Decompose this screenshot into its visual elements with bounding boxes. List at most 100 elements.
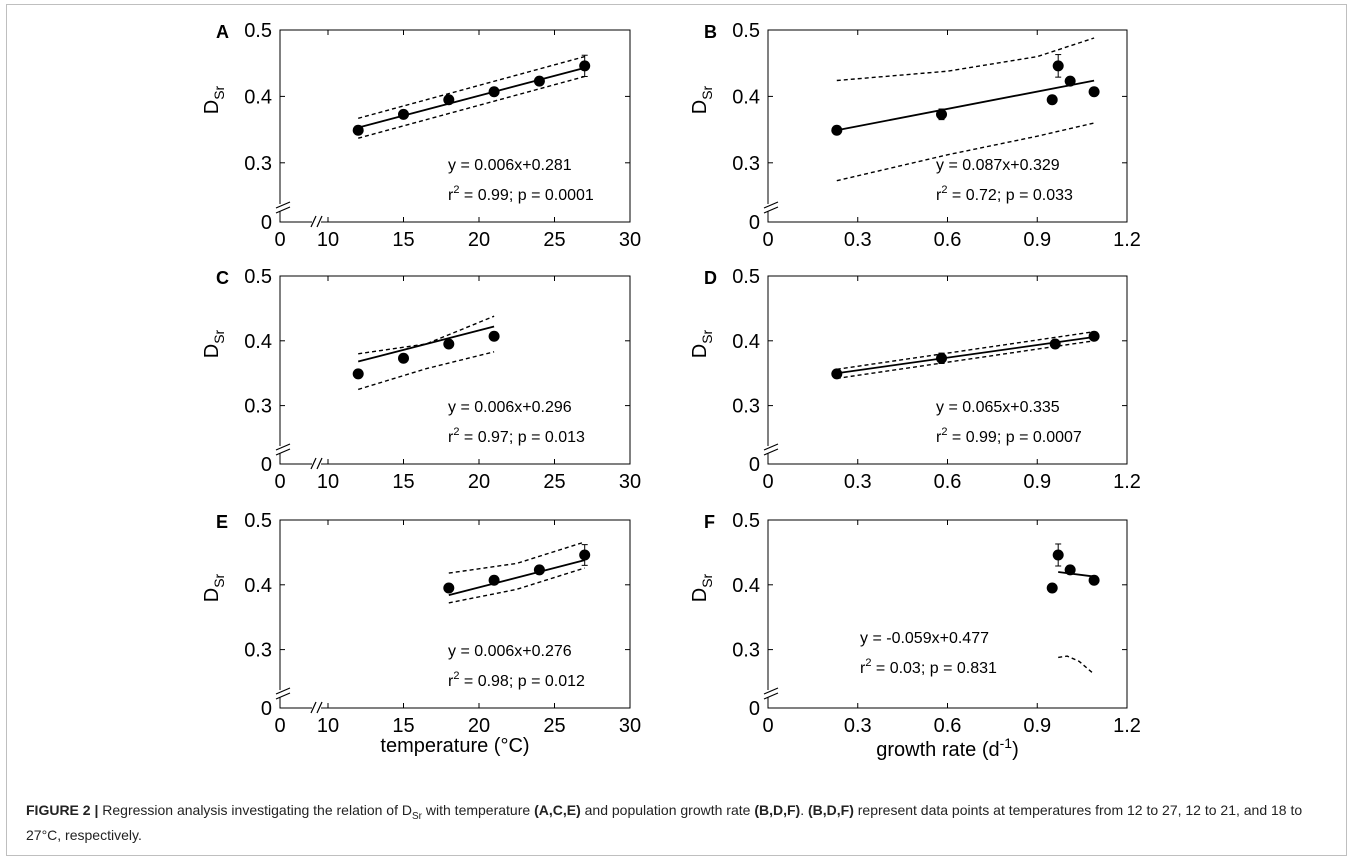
y-tick-label: 0 (261, 698, 272, 720)
x-tick-label: 0.6 (934, 715, 962, 737)
y-axis-label: DSr (689, 85, 715, 114)
r2-text-part: = 0.98; p = 0.012 (459, 673, 585, 690)
x-tick-label: 30 (619, 229, 641, 251)
y-axis-label: DSr (201, 573, 227, 602)
data-point (1046, 94, 1058, 106)
y-break-gap (765, 204, 777, 211)
data-point (398, 352, 409, 364)
r2-text-part: = 0.03; p = 0.831 (871, 660, 997, 677)
x-tick-label: 0.3 (844, 471, 872, 493)
y-axis-label-sub: Sr (699, 573, 715, 587)
r2-text-part: r (936, 187, 942, 204)
y-axis-label-sub: Sr (699, 85, 715, 99)
y-tick-label: 0.4 (732, 86, 760, 108)
y-axis-label-sub: Sr (211, 329, 227, 343)
y-tick-label: 0.4 (732, 331, 760, 353)
r2-text-part: = 0.99; p = 0.0001 (459, 187, 593, 204)
ci-lower-line (358, 75, 585, 139)
data-point (936, 352, 948, 364)
x-tick-label: 0 (274, 229, 285, 251)
regression-line (448, 559, 585, 597)
y-break-mark (275, 206, 291, 214)
x-axis-label-growth-part: growth rate (d (876, 739, 999, 761)
y-tick-label: 0 (261, 212, 272, 234)
y-tick-label: 0 (749, 454, 760, 476)
data-point (443, 582, 455, 594)
caption-segment: . (800, 802, 808, 818)
caption-label: FIGURE 2 | (26, 802, 99, 818)
x-tick-label: 15 (392, 471, 414, 493)
panel-label: D (704, 268, 717, 288)
data-point (1088, 86, 1100, 98)
panel-label: C (216, 268, 229, 288)
x-tick-label: 0.6 (934, 229, 962, 251)
x-axis-label-temperature: temperature (°C) (380, 735, 529, 757)
data-point (831, 368, 843, 380)
y-tick-label: 0.5 (732, 20, 760, 42)
x-tick-label: 30 (619, 471, 641, 493)
ci-upper-line (836, 331, 1095, 370)
y-tick-label: 0 (749, 698, 760, 720)
r2-text-part: = 0.97; p = 0.013 (459, 429, 585, 446)
r2-text-part: r (448, 187, 454, 204)
y-axis-label: DSr (201, 85, 227, 114)
panel-f: 0 0.3 0.4 0.5 0 0.3 0.6 0.9 1.2 F DSr y = -0.059x+0… (689, 510, 1141, 737)
ci-upper-line (448, 541, 585, 574)
equation-text: y = 0.006x+0.281 (448, 157, 572, 174)
x-tick-label: 0.9 (1023, 229, 1051, 251)
data-point (579, 60, 591, 72)
figure-caption: FIGURE 2 | Regression analysis investiga… (26, 801, 1326, 845)
regression-line (1058, 571, 1095, 578)
x-tick-label: 0.3 (844, 229, 872, 251)
data-point (1052, 549, 1064, 561)
panel-c: 0 0.3 0.4 0.5 0 10 15 20 25 30 C DSr y = 0.006x+0.29… (201, 266, 641, 493)
caption-segment: (B,D,F) (807, 802, 854, 818)
data-point (936, 108, 948, 120)
ci-upper-line (358, 315, 495, 355)
y-break-mark (275, 448, 291, 456)
regression-line (357, 66, 585, 129)
r2-text-part: = 0.99; p = 0.0007 (947, 429, 1081, 446)
data-point (579, 549, 591, 561)
x-break-mark (310, 215, 317, 228)
panel-b: 0 0.3 0.4 0.5 0 0.3 0.6 0.9 1.2 B DSr y = 0.087x+0.… (689, 20, 1141, 251)
caption-segment: (A,C,E) (534, 802, 581, 818)
y-break-gap (277, 446, 289, 453)
caption-segment: Sr (412, 810, 422, 822)
x-tick-label: 20 (468, 229, 490, 251)
panel-label: B (704, 22, 717, 42)
y-tick-label: 0.5 (732, 266, 760, 288)
r2-text: r2 = 0.97; p = 0.013 (448, 426, 585, 446)
x-break-mark (316, 215, 323, 228)
y-axis-label: DSr (201, 329, 227, 358)
x-tick-label: 1.2 (1113, 715, 1141, 737)
y-axis-label-sub: Sr (699, 329, 715, 343)
y-axis-label-main: D (201, 100, 223, 114)
y-break-gap (765, 446, 777, 453)
data-point (1088, 330, 1100, 342)
r2-text-part: r (448, 673, 454, 690)
caption-body: Regression analysis investigating the re… (26, 802, 1302, 843)
ci-upper-line (358, 55, 585, 119)
x-tick-label: 0.3 (844, 715, 872, 737)
data-point (1064, 564, 1076, 576)
r2-text-part: = 0.72; p = 0.033 (947, 187, 1073, 204)
panel-label: A (216, 22, 229, 42)
x-break-gap (312, 219, 321, 226)
y-tick-label: 0.4 (732, 575, 760, 597)
data-point (533, 564, 545, 576)
y-axis-label: DSr (689, 329, 715, 358)
y-axis-label-main: D (201, 344, 223, 358)
data-point (352, 368, 364, 380)
x-break-gap (312, 461, 321, 468)
y-break-mark (763, 448, 779, 456)
x-tick-label: 10 (317, 229, 339, 251)
ci-upper-line (836, 37, 1095, 82)
r2-text: r2 = 0.99; p = 0.0007 (936, 426, 1082, 446)
ci-lower-line (448, 567, 585, 604)
data-point (488, 86, 500, 98)
regression-line (836, 79, 1095, 132)
y-axis-label-main: D (201, 588, 223, 602)
data-point (1088, 574, 1100, 586)
